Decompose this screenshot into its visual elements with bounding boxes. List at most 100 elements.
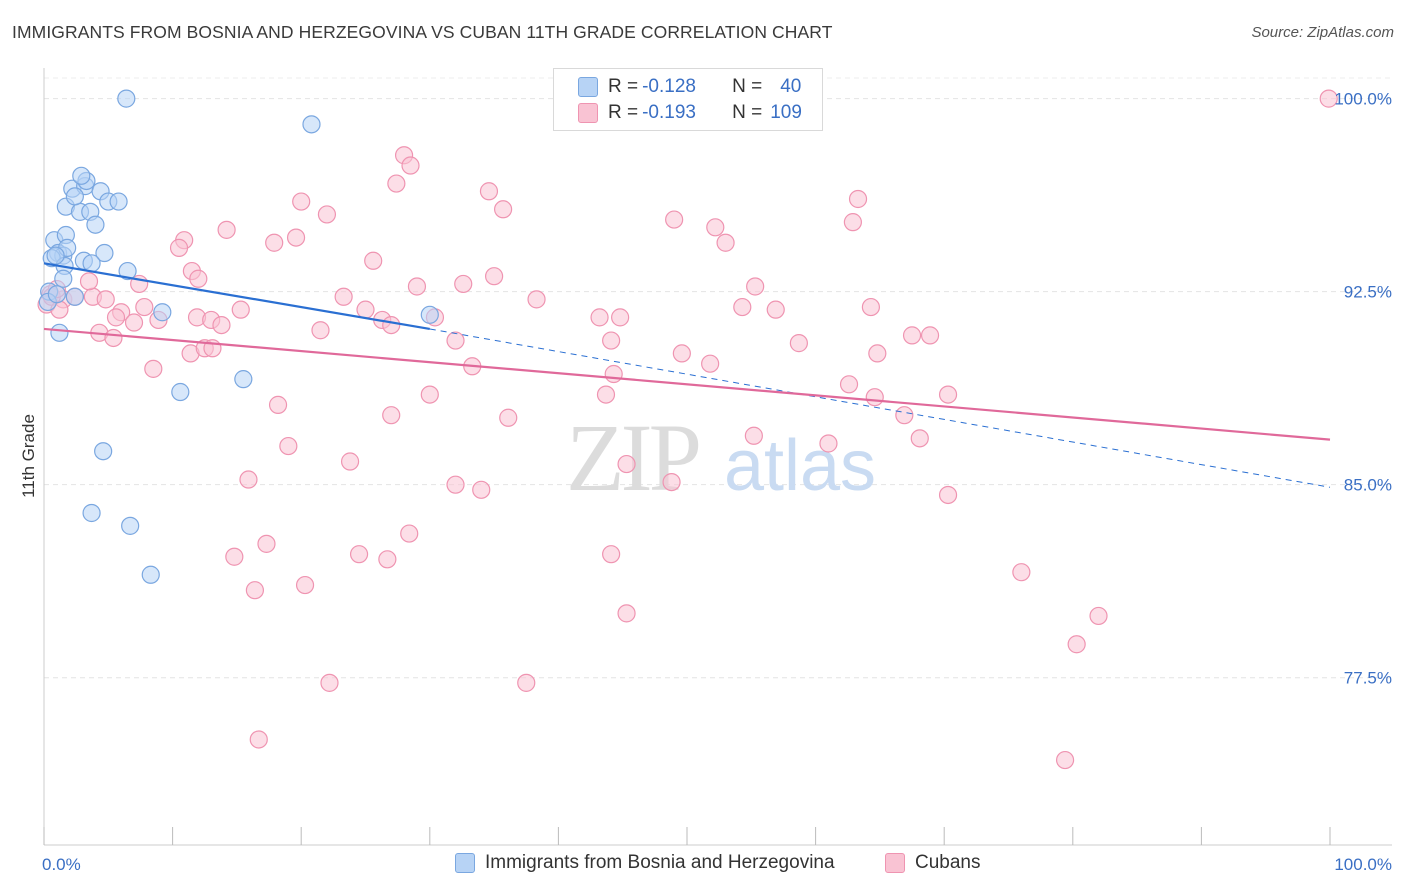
point-cubans [349,545,369,564]
legend-r-label: R = [608,76,639,97]
point-bosnia [420,305,439,324]
point-cubans [317,205,337,224]
chart-title: IMMIGRANTS FROM BOSNIA AND HERZEGOVINA V… [12,22,833,42]
point-cubans [617,454,636,474]
point-cubans [124,313,144,332]
point-cubans [843,213,862,232]
axes [43,68,1392,846]
legend-r-value: -0.128 [642,76,696,97]
point-cubans [716,233,735,252]
y-axis-title: 11th Grade [19,414,38,498]
point-cubans [1055,750,1075,770]
point-cubans [79,272,99,291]
point-cubans [527,290,546,309]
point-cubans [602,331,621,350]
point-cubans [446,331,465,350]
y-tick-label: 92.5% [1344,283,1392,302]
legend-r-label: R = [608,102,639,123]
legend-row-cubans: R = -0.193 N = 109 [578,101,802,125]
source-label: Source: ZipAtlas.com [1251,24,1394,41]
point-cubans [895,406,914,425]
legend-n-label: N = [732,76,763,97]
point-cubans [407,277,427,296]
x-tick-label: 100.0% [1334,855,1392,874]
point-bosnia [72,166,91,185]
point-cubans [789,334,808,353]
point-bosnia [302,115,321,134]
y-tick-label: 100.0% [1334,90,1392,109]
point-cubans [910,429,929,448]
point-cubans [662,472,681,492]
point-bosnia [118,261,137,281]
bottom-legend-swatch-blue [455,853,475,873]
legend-swatch-pink [578,103,598,123]
point-cubans [249,730,268,749]
point-bosnia [117,89,136,108]
point-cubans [499,408,518,427]
point-bosnia [141,565,160,584]
point-cubans [902,326,922,345]
point-cubans [320,673,339,692]
point-cubans [382,315,401,335]
legend-swatch-blue [578,77,598,97]
point-bosnia [46,246,65,265]
trend-line-bosnia [43,262,430,331]
point-cubans [485,267,504,286]
point-cubans [617,604,636,623]
point-bosnia [121,516,140,535]
bottom-legend-label: Immigrants from Bosnia and Herzegovina [485,852,835,873]
legend-row-bosnia: R = -0.128 N = 40 [578,75,801,99]
y-tick-label: 85.0% [1344,476,1392,495]
point-cubans [746,277,765,296]
point-cubans [472,480,491,499]
point-cubans [340,452,360,471]
point-cubans [1012,563,1031,582]
legend-n-label: N = [732,102,763,123]
point-cubans [106,308,126,327]
point-bosnia [95,243,114,263]
data-points [37,89,1338,770]
point-cubans [938,385,958,404]
point-cubans [839,375,859,394]
legend-n-value: 40 [780,76,802,97]
watermark-zip: ZIP [566,404,699,511]
point-bosnia [109,192,128,211]
point-bosnia [65,287,84,306]
point-cubans [135,297,154,317]
point-cubans [245,581,265,600]
point-cubans [706,218,725,237]
point-cubans [611,308,630,327]
bottom-legend-bosnia: Immigrants from Bosnia and Herzegovina [455,852,835,874]
point-cubans [494,200,513,219]
point-bosnia [94,442,113,461]
point-bosnia [153,303,172,322]
point-cubans [1089,606,1108,626]
bottom-legend-swatch-pink [885,853,905,873]
point-cubans [311,321,330,340]
point-cubans [356,300,375,319]
point-cubans [848,189,868,209]
point-cubans [766,300,785,319]
point-cubans [231,300,250,319]
point-cubans [144,359,163,378]
point-cubans [104,328,123,348]
point-bosnia [47,285,66,304]
point-bosnia [82,503,101,523]
point-cubans [938,485,958,505]
point-cubans [189,269,208,288]
legend-n-value: 109 [770,102,802,123]
point-cubans [868,344,887,363]
point-cubans [387,174,406,193]
trend-lines [43,262,1331,488]
watermark: ZIP atlas [566,404,876,511]
point-bosnia [86,215,105,234]
point-cubans [744,426,763,445]
legend-r-value: -0.193 [642,102,696,123]
point-cubans [239,470,258,489]
point-cubans [225,547,244,566]
trend-line-cubans [43,327,1331,441]
point-cubans [334,287,353,306]
axis-labels: 77.5% 85.0% 92.5% 100.0% 0.0% 100.0% 11th Grad… [19,90,1392,874]
point-bosnia [82,254,101,273]
